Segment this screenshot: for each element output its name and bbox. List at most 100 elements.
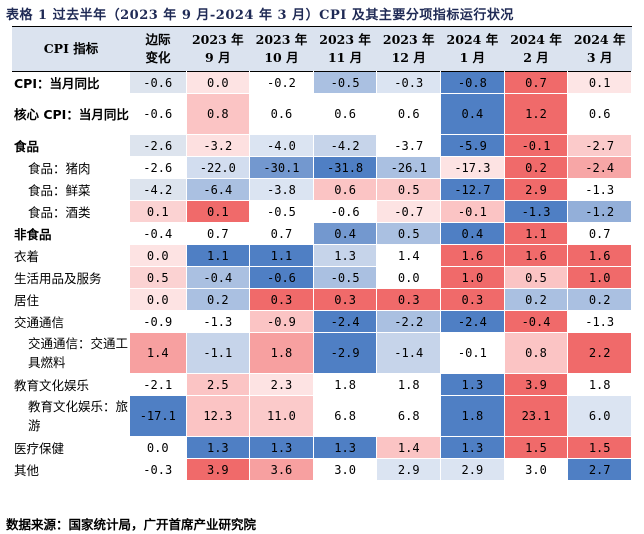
value-cell: 6.8 xyxy=(313,395,378,437)
header-line: 2 月 xyxy=(523,50,549,65)
value-cell: -2.6 xyxy=(130,156,187,179)
value-cell: 1.2 xyxy=(504,93,569,135)
value-cell: 1.1 xyxy=(249,244,314,267)
table-row: 食品：酒类 0.1 0.1 -0.5 -0.6 -0.7 -0.1 -1.3 -1.2 xyxy=(12,200,632,223)
header-line: 11 月 xyxy=(327,50,363,65)
value-cell: -0.1 xyxy=(440,200,505,223)
value-cell: -12.7 xyxy=(440,178,505,201)
table-body: CPI：当月同比 -0.6 0.0 -0.2 -0.5 -0.3 -0.8 0.7 0.1 核心 … xyxy=(12,71,632,481)
value-cell: 1.0 xyxy=(440,266,505,289)
value-cell: 2.7 xyxy=(567,458,632,481)
value-cell: 2.9 xyxy=(440,458,505,481)
value-cell: 1.6 xyxy=(504,244,569,267)
value-cell: 2.9 xyxy=(376,458,442,481)
table-row: 教育文化娱乐：旅游 -17.1 12.3 11.0 6.8 6.8 1.8 23.1 6.0 xyxy=(12,395,632,437)
value-cell: 0.4 xyxy=(313,222,378,245)
row-label: 生活用品及服务 xyxy=(12,266,130,289)
value-cell: 1.3 xyxy=(440,373,505,396)
row-label: 交通通信 xyxy=(12,310,130,333)
value-cell: -0.5 xyxy=(313,266,378,289)
header-row: CPI 指标 边际 变化 2023 年 9 月 2023 年 10 月 2023 年 11 月… xyxy=(12,26,632,72)
table-row: 交通通信：交通工具燃料 1.4 -1.1 1.8 -2.9 -1.4 -0.1 0.8 2.2 xyxy=(12,332,632,374)
value-cell: -2.2 xyxy=(376,310,442,333)
value-cell: 1.8 xyxy=(440,395,505,437)
value-cell: -0.6 xyxy=(130,93,187,135)
value-cell: -2.4 xyxy=(313,310,378,333)
value-cell: -5.9 xyxy=(440,134,505,157)
value-cell: -0.6 xyxy=(130,71,187,94)
value-cell: -2.7 xyxy=(567,134,632,157)
header-line: 12 月 xyxy=(391,50,426,65)
header-line: 2023 年 xyxy=(191,32,244,47)
value-cell: 0.3 xyxy=(313,288,378,311)
value-cell: 12.3 xyxy=(186,395,251,437)
value-cell: -0.4 xyxy=(186,266,251,289)
value-cell: -4.2 xyxy=(130,178,187,201)
value-cell: 11.0 xyxy=(249,395,314,437)
value-cell: 0.7 xyxy=(567,222,632,245)
header-column: 2024 年 3 月 xyxy=(567,26,632,72)
value-cell: 0.6 xyxy=(313,178,378,201)
header-line: 2023 年 xyxy=(319,32,371,47)
value-cell: 0.0 xyxy=(130,436,187,459)
value-cell: 1.0 xyxy=(567,266,632,289)
value-cell: 3.6 xyxy=(249,458,314,481)
value-cell: -3.7 xyxy=(376,134,442,157)
header-column: 2023 年 9 月 xyxy=(186,26,250,72)
value-cell: 2.3 xyxy=(249,373,314,396)
value-cell: -1.1 xyxy=(186,332,251,374)
value-cell: 1.1 xyxy=(504,222,569,245)
value-cell: 0.7 xyxy=(186,222,251,245)
value-cell: -0.7 xyxy=(376,200,442,223)
header-column: 2023 年 10 月 xyxy=(249,26,314,72)
value-cell: 0.2 xyxy=(504,288,569,311)
value-cell: 0.1 xyxy=(130,200,187,223)
header-line: 边际 xyxy=(145,32,171,47)
row-label: 食品：酒类 xyxy=(12,200,130,223)
value-cell: -0.6 xyxy=(313,200,378,223)
header-line: 2023 年 xyxy=(382,32,435,47)
table-row: 食品 -2.6 -3.2 -4.0 -4.2 -3.7 -5.9 -0.1 -2.7 xyxy=(12,134,632,157)
row-label: 居住 xyxy=(12,288,130,311)
value-cell: -2.6 xyxy=(130,134,187,157)
row-label: 非食品 xyxy=(12,222,130,245)
value-cell: 1.6 xyxy=(440,244,505,267)
value-cell: 0.0 xyxy=(130,244,187,267)
header-column: 2024 年 1 月 xyxy=(440,26,505,72)
header-line: 2024 年 xyxy=(573,32,626,47)
table-row: 医疗保健 0.0 1.3 1.3 1.3 1.4 1.3 1.5 1.5 xyxy=(12,436,632,459)
value-cell: 0.7 xyxy=(249,222,314,245)
value-cell: 0.3 xyxy=(376,288,442,311)
row-label: 食品：鲜菜 xyxy=(12,178,130,201)
row-label: 核心 CPI：当月同比 xyxy=(12,93,130,135)
table-row: 非食品 -0.4 0.7 0.7 0.4 0.5 0.4 1.1 0.7 xyxy=(12,222,632,245)
value-cell: -0.8 xyxy=(440,71,505,94)
value-cell: -4.2 xyxy=(313,134,378,157)
value-cell: -2.1 xyxy=(130,373,187,396)
header-line: 2023 年 xyxy=(255,32,308,47)
value-cell: 0.3 xyxy=(440,288,505,311)
value-cell: 0.5 xyxy=(130,266,187,289)
value-cell: 0.5 xyxy=(504,266,569,289)
row-label: 交通通信：交通工具燃料 xyxy=(12,332,130,374)
value-cell: 0.0 xyxy=(130,288,187,311)
value-cell: -0.5 xyxy=(249,200,314,223)
value-cell: 0.6 xyxy=(249,93,314,135)
value-cell: -0.4 xyxy=(130,222,187,245)
row-label: 其他 xyxy=(12,458,130,481)
value-cell: 1.8 xyxy=(249,332,314,374)
value-cell: -31.8 xyxy=(313,156,378,179)
row-label: CPI：当月同比 xyxy=(12,71,130,94)
value-cell: 1.4 xyxy=(376,244,442,267)
value-cell: 3.9 xyxy=(504,373,569,396)
value-cell: -0.9 xyxy=(249,310,314,333)
value-cell: 1.8 xyxy=(567,373,632,396)
value-cell: -0.1 xyxy=(440,332,505,374)
value-cell: -22.0 xyxy=(186,156,251,179)
value-cell: -0.3 xyxy=(130,458,187,481)
value-cell: -1.4 xyxy=(376,332,442,374)
value-cell: -1.2 xyxy=(567,200,632,223)
value-cell: -26.1 xyxy=(376,156,442,179)
value-cell: -0.5 xyxy=(313,71,378,94)
value-cell: -3.8 xyxy=(249,178,314,201)
